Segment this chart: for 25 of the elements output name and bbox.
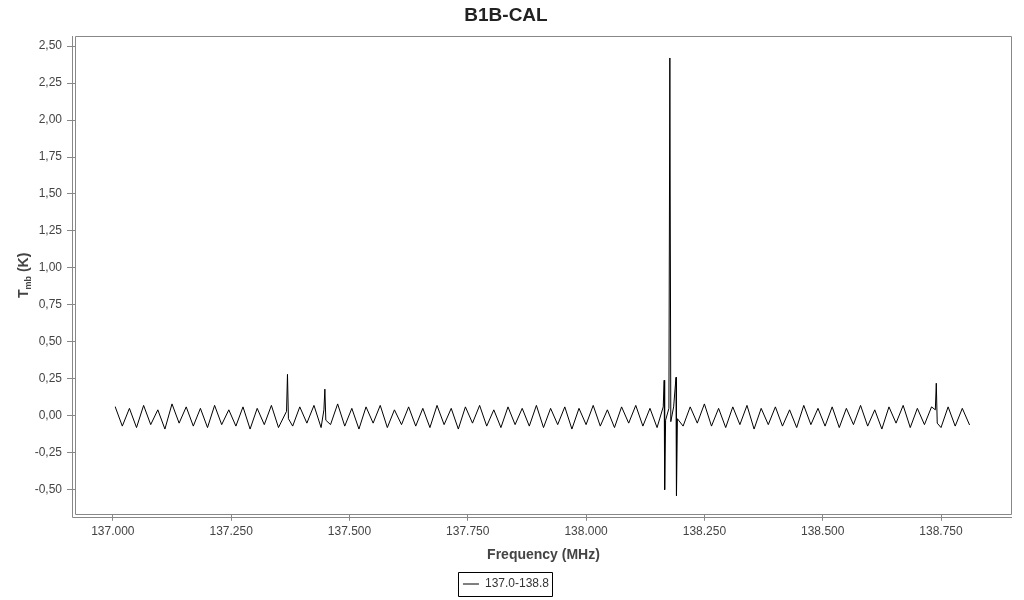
x-tick-label: 138.500 [801, 524, 845, 539]
y-tick-label: 1,75 [38, 149, 63, 164]
y-tick-label: 2,25 [38, 75, 63, 90]
y-tick-label: 2,00 [38, 112, 63, 127]
y-tick-label: -0,50 [34, 481, 63, 496]
x-tick-label: 137.500 [327, 524, 372, 539]
x-tick-label: 138.750 [919, 524, 964, 539]
x-tick-label: 138.000 [564, 524, 609, 539]
x-axis-title: Frequency (MHz) [487, 546, 600, 563]
x-tick-label: 138.250 [682, 524, 727, 539]
x-tick-label: 137.000 [91, 524, 135, 539]
y-tick-label: 0,50 [38, 334, 63, 349]
y-tick-label: 1,00 [38, 260, 63, 275]
y-tick-label: 2,50 [38, 38, 63, 53]
y-tick-label: -0,25 [34, 445, 63, 460]
y-tick-label: 1,50 [38, 186, 63, 201]
chart-title: B1B-CAL [464, 3, 549, 25]
legend-label: 137.0-138.8 [484, 576, 550, 591]
y-tick-label: 1,25 [38, 223, 63, 238]
y-tick-label: 0,00 [38, 408, 63, 423]
y-tick-label: 0,25 [38, 371, 63, 386]
y-tick-label: 0,75 [38, 297, 63, 312]
x-tick-label: 137.750 [446, 524, 490, 539]
y-axis-title: Tmb (K) [14, 252, 34, 298]
x-tick-label: 137.250 [209, 524, 254, 539]
